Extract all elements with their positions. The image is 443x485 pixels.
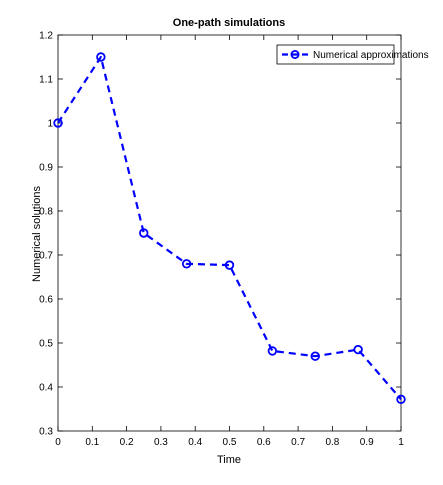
data-point bbox=[96, 52, 106, 62]
legend-marker-sample bbox=[290, 50, 300, 60]
x-tick-label: 0.8 bbox=[325, 437, 339, 448]
x-axis-label: Time bbox=[217, 454, 241, 466]
y-axis-label: Numerical solutions bbox=[31, 186, 43, 282]
x-tick-label: 0.9 bbox=[360, 437, 374, 448]
data-point bbox=[139, 228, 149, 238]
plot-frame bbox=[57, 34, 402, 432]
plot-area bbox=[57, 34, 402, 432]
x-tick-label: 0.1 bbox=[85, 437, 99, 448]
data-point bbox=[353, 344, 363, 355]
y-tick-label: 0.5 bbox=[39, 339, 53, 350]
ticks-layer: 0 0.1 0.2 0.3 0.4 0.5 0.6 0.7 0.8 0.9 1 0.3 0.4 0.5 0.… bbox=[39, 31, 404, 449]
data-point bbox=[53, 118, 63, 128]
data-point bbox=[310, 351, 320, 361]
x-tick-label: 0.6 bbox=[257, 437, 271, 448]
y-tick-label: 0.3 bbox=[39, 427, 53, 438]
x-tick-label: 0.3 bbox=[154, 437, 168, 448]
legend-box bbox=[276, 44, 395, 65]
y-tick-label: 0.8 bbox=[39, 207, 53, 218]
x-tick-label: 1 bbox=[398, 437, 404, 448]
y-tick-label: 1 bbox=[47, 119, 53, 130]
y-tick-label: 0.9 bbox=[39, 163, 53, 174]
data-point bbox=[396, 394, 406, 405]
y-tick-label: 0.4 bbox=[39, 383, 53, 394]
data-point bbox=[224, 260, 235, 270]
x-tick-label: 0.7 bbox=[291, 437, 305, 448]
x-tick-label: 0.5 bbox=[223, 437, 237, 448]
x-tick-label: 0.2 bbox=[120, 437, 134, 448]
y-tick-label: 1.1 bbox=[39, 75, 53, 86]
series-layer bbox=[53, 52, 406, 405]
legend: Numerical approximations bbox=[276, 44, 429, 65]
series-line-0 bbox=[57, 55, 402, 401]
chart-title: One-path simulations bbox=[173, 17, 285, 29]
x-tick-label: 0 bbox=[55, 437, 61, 448]
y-tick-label: 0.6 bbox=[39, 295, 53, 306]
y-tick-label: 1.2 bbox=[39, 31, 53, 42]
y-tick-label: 0.7 bbox=[39, 251, 53, 262]
x-tick-label: 0.4 bbox=[188, 437, 202, 448]
data-point bbox=[267, 346, 278, 356]
legend-series-label: Numerical approximations bbox=[313, 50, 429, 61]
data-point bbox=[181, 259, 192, 269]
